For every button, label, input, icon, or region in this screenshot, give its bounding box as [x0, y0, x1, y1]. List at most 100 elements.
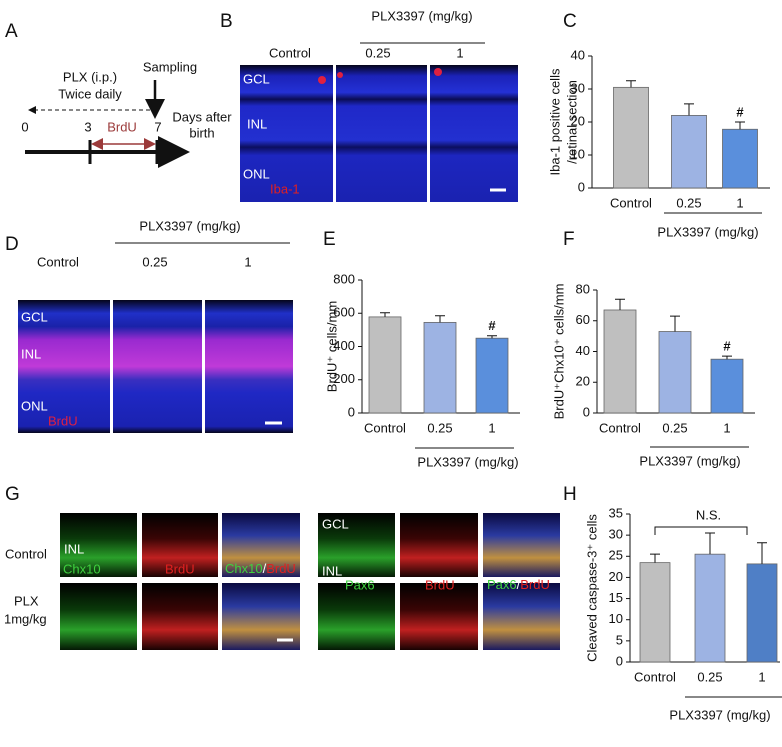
y-tick-label: 0 [578, 179, 585, 194]
bar [475, 337, 509, 414]
row-label: 1mg/kg [4, 611, 47, 626]
micrograph [318, 583, 395, 650]
annotation: N.S. [696, 507, 721, 522]
micrograph [142, 513, 218, 577]
error-bar [670, 315, 680, 332]
error-bar [722, 355, 732, 360]
y-tick-label: 10 [571, 146, 585, 161]
micrograph [142, 583, 218, 650]
y-tick-label: 60 [576, 312, 590, 327]
sampling: Sampling [143, 59, 197, 74]
stain-label: BrdU [520, 577, 550, 592]
column-label: 0.25 [365, 45, 390, 60]
error-bar [757, 542, 767, 564]
error-bar [487, 335, 497, 339]
group-label: PLX3397 (mg/kg) [139, 218, 240, 233]
y-tick-label: 20 [609, 569, 623, 584]
bar [746, 563, 778, 663]
y-tick-label: 80 [576, 281, 590, 296]
layer-label: GCL [243, 71, 270, 86]
stain-label: BrdU [48, 413, 78, 428]
axis-label: birth [189, 125, 214, 140]
error-bar [735, 121, 745, 130]
x-tick-label: Control [599, 420, 641, 435]
panel-label: D [5, 234, 19, 255]
y-tick-label: 25 [609, 548, 623, 563]
stain-label: Chx10/BrdU [225, 561, 296, 576]
layer-label: ONL [243, 166, 270, 181]
microglia [337, 72, 343, 78]
group-label: PLX3397 (mg/kg) [639, 453, 740, 468]
micrograph [113, 300, 202, 433]
bar [710, 358, 744, 414]
micrograph [18, 300, 110, 433]
micrograph [318, 513, 395, 577]
bar [671, 115, 707, 189]
layer-label: INL [64, 541, 84, 556]
x-tick-label: 1 [723, 420, 730, 435]
y-tick-label: 0 [616, 653, 623, 668]
stain-label: Pax6/BrdU [487, 577, 550, 592]
stain-label: Chx10 [63, 561, 101, 576]
row-label: PLX [14, 593, 39, 608]
day: 0 [21, 119, 28, 134]
annotation: # [488, 318, 496, 333]
group-label: PLX3397 (mg/kg) [371, 8, 472, 23]
day: 7 [154, 119, 161, 134]
stain-label: Chx10 [225, 561, 263, 576]
bar [603, 309, 637, 414]
y-axis-label: /retinal section [564, 80, 579, 164]
micrograph [60, 513, 137, 577]
micrograph [430, 65, 518, 202]
column-label: Control [37, 254, 79, 269]
layer-label: ONL [21, 398, 48, 413]
micrograph [60, 583, 137, 650]
annotation: # [736, 104, 744, 119]
bar [423, 321, 457, 414]
column-label: 0.25 [142, 254, 167, 269]
error-bar [615, 298, 625, 310]
bar [368, 316, 402, 414]
panel-label: A [5, 21, 18, 42]
bar [658, 331, 692, 414]
x-tick-label: 0.25 [697, 669, 722, 684]
y-tick-label: 0 [348, 404, 355, 419]
y-tick-label: 400 [333, 338, 355, 353]
y-tick-label: 800 [333, 271, 355, 286]
error-bar [650, 553, 660, 563]
x-tick-label: Control [610, 195, 652, 210]
stain-label: / [517, 577, 521, 592]
group-label: PLX3397 (mg/kg) [657, 224, 758, 239]
column-label: 1 [244, 254, 251, 269]
panel-label: G [5, 484, 20, 505]
stain-label: / [263, 561, 267, 576]
layer-label: INL [247, 116, 267, 131]
bar [694, 553, 726, 663]
panel-label: C [563, 11, 577, 32]
x-tick-label: 0.25 [676, 195, 701, 210]
y-tick-label: 10 [609, 611, 623, 626]
bar [722, 128, 758, 189]
y-tick-label: 35 [609, 505, 623, 520]
annotation: # [723, 339, 731, 354]
layer-label: GCL [21, 309, 48, 324]
axis-label: Days after [172, 109, 232, 124]
stain-label: Pax6 [487, 577, 517, 592]
significance-bracket [654, 526, 748, 536]
day: 3 [84, 119, 91, 134]
y-tick-label: 40 [571, 47, 585, 62]
bar [639, 562, 671, 663]
column-label: Control [269, 45, 311, 60]
y-tick-label: 20 [576, 374, 590, 389]
regimen: Twice daily [58, 86, 122, 101]
x-tick-label: Control [634, 669, 676, 684]
y-tick-label: 0 [583, 404, 590, 419]
group-label: PLX3397 (mg/kg) [417, 454, 518, 469]
panel-label: B [220, 11, 233, 32]
stain-label: Pax6 [345, 577, 375, 592]
panel-label: H [563, 484, 577, 505]
error-bar [380, 312, 390, 317]
layer-label: INL [322, 563, 342, 578]
y-tick-label: 30 [571, 80, 585, 95]
